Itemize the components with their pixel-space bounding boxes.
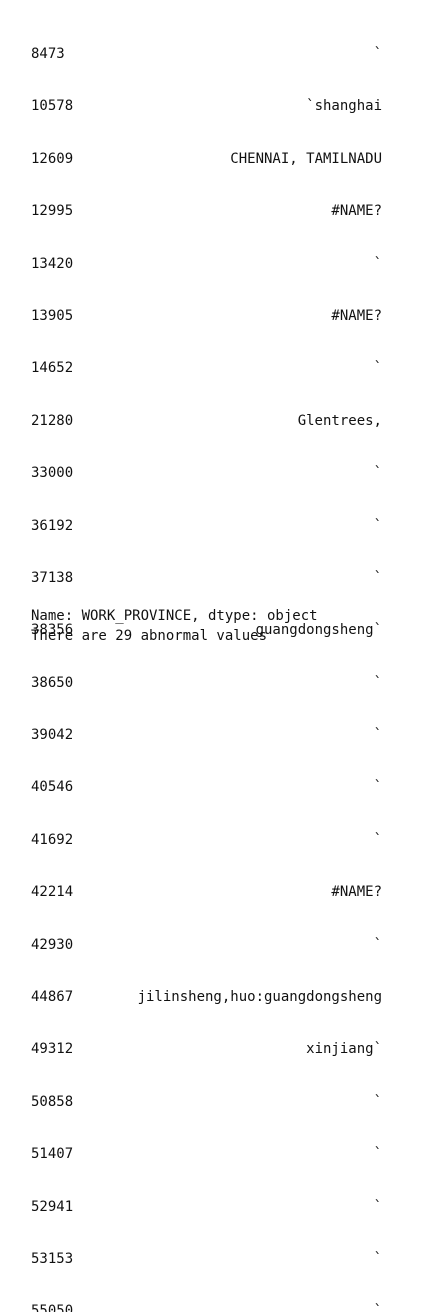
row-value: CHENNAI, TAMILNADU	[230, 150, 382, 167]
row-index: 39042	[31, 727, 74, 744]
row-value: `	[373, 569, 382, 586]
series-output: 8473 ` 10578 `shanghai 12609 CHENNAI, TAMIL…	[0, 12, 424, 1312]
row-value: #NAME?	[331, 307, 382, 324]
series-row: 36192 `	[0, 516, 424, 536]
row-value: `	[373, 46, 382, 62]
row-index: 10578	[31, 98, 74, 115]
row-value: `	[373, 255, 382, 272]
row-index: 33000	[31, 465, 74, 482]
row-value: `	[373, 465, 382, 482]
series-row: 51407 `	[0, 1144, 424, 1164]
row-index: 13905	[31, 307, 74, 324]
row-value: `	[373, 1146, 382, 1163]
series-row: 53153 `	[0, 1249, 424, 1269]
row-index: 51407	[31, 1146, 74, 1163]
series-row: 38650 `	[0, 673, 424, 693]
row-index: 38650	[31, 674, 74, 691]
row-value: guangdongsheng`	[255, 622, 382, 639]
row-index: 12995	[31, 203, 74, 220]
row-index: 53153	[31, 1250, 74, 1267]
row-index: 12609	[31, 150, 74, 167]
row-value: xinjiang`	[306, 1041, 382, 1058]
row-index: 44867	[31, 989, 74, 1006]
row-value: `	[373, 936, 382, 953]
row-value: #NAME?	[331, 203, 382, 220]
row-value: `	[373, 1250, 382, 1267]
row-index: 8473	[31, 46, 65, 62]
row-value: `	[373, 1198, 382, 1215]
series-row: 13905 #NAME?	[0, 306, 424, 326]
row-index: 42930	[31, 936, 74, 953]
series-row: 21280 Glentrees,	[0, 411, 424, 431]
abnormal-count-message: There are 29 abnormal values	[31, 628, 268, 644]
series-row: 10578 `shanghai	[0, 96, 424, 116]
series-row: 44867 jilinsheng,huo:guangdongsheng	[0, 987, 424, 1007]
row-value: `	[373, 517, 382, 534]
row-index: 42214	[31, 884, 74, 901]
row-index: 41692	[31, 831, 74, 848]
series-row: 55050 `	[0, 1301, 424, 1312]
row-index: 38356	[31, 622, 74, 639]
series-row: 8473 `	[0, 44, 424, 64]
row-value: `	[373, 1303, 382, 1312]
row-index: 49312	[31, 1041, 74, 1058]
row-index: 40546	[31, 779, 74, 796]
row-value: `	[373, 360, 382, 377]
series-name-dtype: Name: WORK_PROVINCE, dtype: object	[31, 608, 318, 624]
row-index: 14652	[31, 360, 74, 377]
row-index: 52941	[31, 1198, 74, 1215]
row-value: `shanghai	[306, 98, 382, 115]
row-index: 36192	[31, 517, 74, 534]
series-row: 41692 `	[0, 830, 424, 850]
row-value: jilinsheng,huo:guangdongsheng	[137, 989, 382, 1006]
series-row: 37138 `	[0, 568, 424, 588]
row-value: `	[373, 1093, 382, 1110]
row-value: `	[373, 674, 382, 691]
series-row: 14652 `	[0, 358, 424, 378]
series-row: 33000 `	[0, 463, 424, 483]
row-index: 21280	[31, 412, 74, 429]
row-value: `	[373, 727, 382, 744]
series-row: 13420 `	[0, 254, 424, 274]
series-row: 12609 CHENNAI, TAMILNADU	[0, 149, 424, 169]
row-value: #NAME?	[331, 884, 382, 901]
row-value: `	[373, 779, 382, 796]
row-index: 55050	[31, 1303, 74, 1312]
series-row: 52941 `	[0, 1197, 424, 1217]
series-row: 39042 `	[0, 725, 424, 745]
row-value: Glentrees,	[297, 412, 382, 429]
series-row: 49312 xinjiang`	[0, 1039, 424, 1059]
series-row: 42930 `	[0, 935, 424, 955]
series-row: 42214 #NAME?	[0, 882, 424, 902]
series-row: 38356 guangdongsheng`	[0, 620, 424, 640]
series-row: 40546 `	[0, 777, 424, 797]
series-row: 12995 #NAME?	[0, 201, 424, 221]
row-index: 13420	[31, 255, 74, 272]
row-index: 37138	[31, 569, 74, 586]
row-value: `	[373, 831, 382, 848]
series-row: 50858 `	[0, 1092, 424, 1112]
row-index: 50858	[31, 1093, 74, 1110]
